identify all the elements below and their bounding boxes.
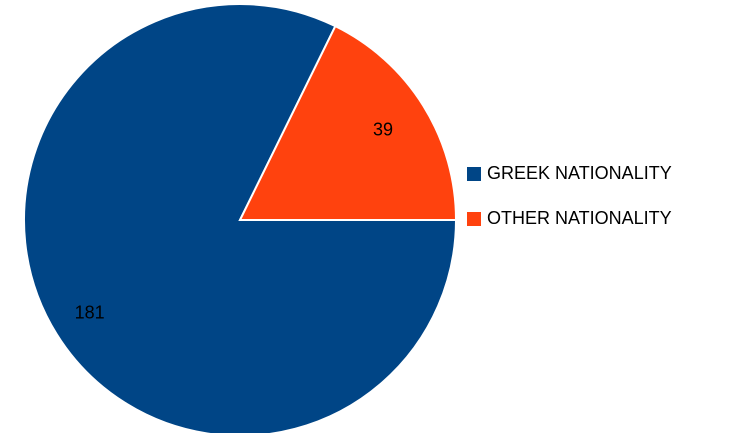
data-label-other-nationality: 39: [373, 120, 393, 140]
chart-legend: GREEK NATIONALITY OTHER NATIONALITY: [467, 160, 732, 250]
pie-slice-other-nationality: [238, 24, 458, 221]
legend-swatch-other-nationality: [467, 211, 481, 226]
legend-swatch-greek-nationality: [467, 166, 481, 181]
legend-item-other-nationality: OTHER NATIONALITY: [467, 205, 732, 232]
data-label-greek-nationality: 181: [75, 302, 105, 322]
legend-item-greek-nationality: GREEK NATIONALITY: [467, 160, 732, 187]
legend-label-greek-nationality: GREEK NATIONALITY: [487, 163, 672, 183]
legend-label-other-nationality: OTHER NATIONALITY: [487, 208, 672, 228]
